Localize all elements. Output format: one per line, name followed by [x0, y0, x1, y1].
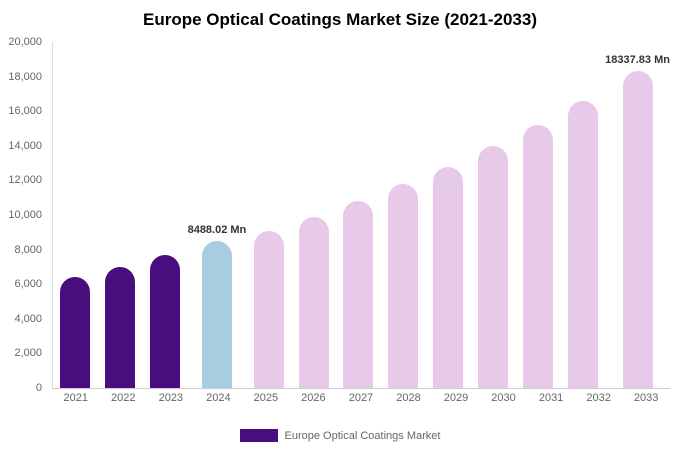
legend-swatch [239, 429, 278, 442]
bar-2022 [105, 266, 136, 388]
x-tick: 2030 [491, 392, 516, 404]
y-axis: 0 2,000 4,000 6,000 8,000 10,000 12,000 14,000 1… [0, 36, 48, 394]
x-tick: 2025 [253, 392, 279, 404]
plot-area: 8488.02 Mn 18337.83 Mn [52, 42, 670, 389]
bar-column [471, 42, 516, 388]
bar-2021 [60, 277, 91, 388]
y-tick: 20,000 [8, 36, 42, 48]
x-tick: 2021 [63, 392, 88, 404]
y-tick: 14,000 [8, 139, 42, 152]
bar-column [381, 42, 426, 388]
bar-column: 18337.83 Mn [605, 42, 670, 388]
x-tick: 2031 [538, 392, 564, 404]
bar-2024 [201, 241, 232, 388]
legend-label: Europe Optical Coatings Market [284, 429, 441, 442]
y-tick: 16,000 [8, 105, 42, 118]
bar-2023 [150, 254, 181, 388]
y-tick: 6,000 [14, 278, 42, 291]
bar-2032 [567, 100, 598, 388]
bar-column [336, 42, 381, 388]
x-tick: 2029 [443, 392, 469, 404]
x-tick: 2024 [206, 392, 231, 404]
bar-column [426, 42, 471, 388]
bar-column [291, 42, 336, 388]
y-tick: 10,000 [8, 209, 42, 221]
x-tick: 2022 [111, 392, 136, 404]
y-tick: 2,000 [14, 347, 42, 360]
y-tick: 4,000 [14, 312, 42, 325]
bar-column [515, 42, 560, 388]
legend: Europe Optical Coatings Market [0, 429, 680, 442]
x-axis: 2021 2022 2023 2024 2025 2026 2027 2028 2029 2030… [52, 392, 670, 404]
bar-column [53, 42, 98, 388]
bar-2033 [622, 70, 653, 388]
x-tick: 2032 [586, 392, 611, 404]
chart-title: Europe Optical Coatings Market Size (202… [143, 10, 537, 29]
bar-2025 [253, 230, 284, 388]
bar-2031 [522, 125, 553, 388]
bar-2030 [478, 145, 508, 388]
x-tick: 2033 [633, 392, 659, 404]
bar-column [98, 42, 143, 388]
bar-column [246, 42, 291, 388]
x-tick: 2026 [301, 392, 326, 404]
bar-value-label: 18337.83 Mn [605, 53, 670, 66]
bar-column [560, 42, 605, 388]
bar-2029 [433, 166, 464, 388]
bar-column: 8488.02 Mn [187, 42, 247, 388]
bar-2028 [388, 183, 419, 388]
x-tick: 2028 [396, 392, 421, 404]
y-tick: 8,000 [14, 243, 42, 256]
bar-value-label: 8488.02 Mn [187, 224, 247, 237]
bar-2026 [298, 216, 329, 388]
x-tick: 2027 [348, 392, 374, 404]
x-tick: 2023 [158, 392, 184, 404]
y-tick: 18,000 [8, 70, 42, 83]
bar-column [143, 42, 188, 388]
y-tick: 0 [35, 382, 42, 394]
bar-2027 [343, 201, 374, 388]
y-tick: 12,000 [8, 174, 42, 187]
